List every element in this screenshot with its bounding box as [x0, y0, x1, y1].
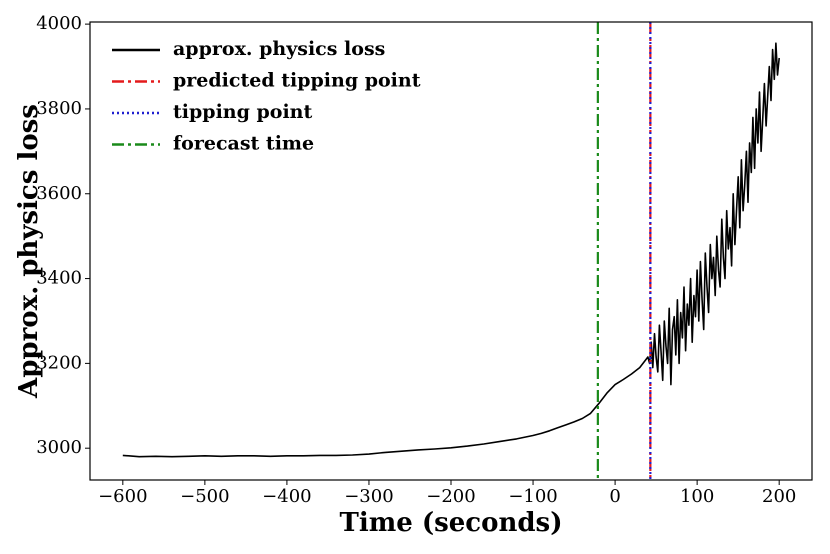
- y-tick-label: 3600: [36, 183, 82, 204]
- y-tick-label: 3400: [36, 268, 82, 289]
- y-axis-label: Approx. physics loss: [14, 104, 44, 399]
- x-tick-label: −300: [344, 486, 393, 507]
- y-tick-label: 3200: [36, 352, 82, 373]
- y-tick-label: 3000: [36, 437, 82, 458]
- x-tick-label: −500: [180, 486, 229, 507]
- y-tick-label: 3800: [36, 98, 82, 119]
- x-tick-label: −100: [508, 486, 557, 507]
- x-axis-label: Time (seconds): [339, 508, 562, 538]
- y-tick-label: 4000: [36, 13, 82, 34]
- legend-label: tipping point: [173, 101, 312, 123]
- x-tick-label: −400: [262, 486, 311, 507]
- legend-label: approx. physics loss: [173, 38, 385, 60]
- legend-label: forecast time: [173, 133, 314, 155]
- x-tick-label: 100: [680, 486, 714, 507]
- x-tick-label: 200: [762, 486, 796, 507]
- legend-label: predicted tipping point: [173, 70, 421, 92]
- x-tick-label: −600: [98, 486, 147, 507]
- x-tick-label: 0: [609, 486, 620, 507]
- x-tick-label: −200: [426, 486, 475, 507]
- data-line: [122, 42, 780, 458]
